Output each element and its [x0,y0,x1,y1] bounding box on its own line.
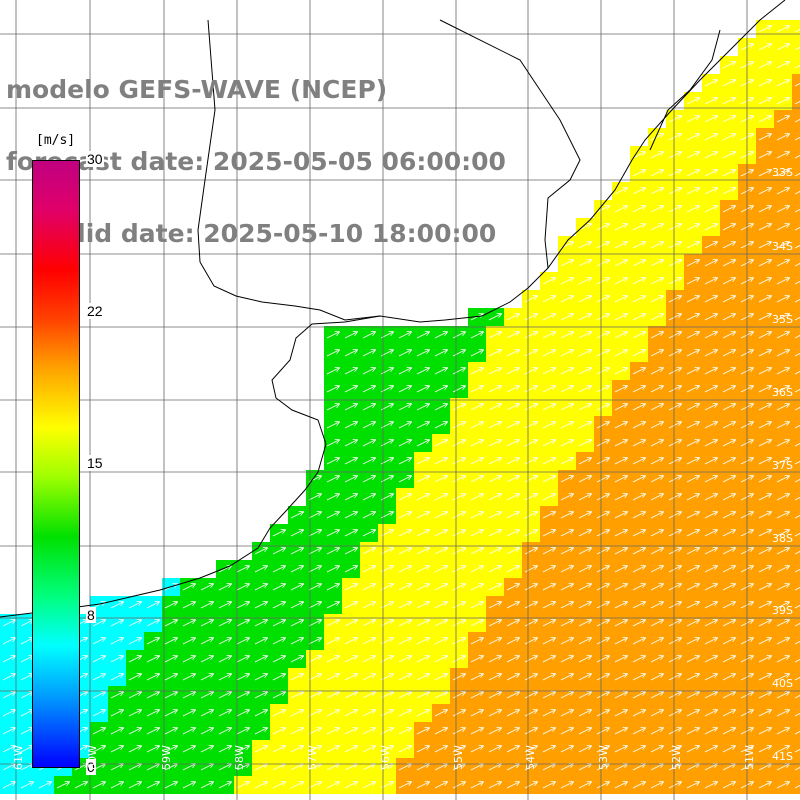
wind-cell [792,542,800,560]
lat-label-39s: 39S [772,604,793,617]
wind-cell [792,560,800,578]
lon-label-61w: 61W [12,745,25,770]
title-model: modelo GEFS-WAVE (NCEP) [6,75,388,104]
wind-cell [792,758,800,776]
wind-cell [792,326,800,344]
lat-label-34s: 34S [772,240,793,253]
wind-cell [792,128,800,146]
wind-cell [792,452,800,470]
wind-cell [792,20,800,38]
wind-cell [792,776,800,794]
wind-cell [792,218,800,236]
wind-cell [792,38,800,56]
wind-cell [792,92,800,110]
wind-cell [792,488,800,506]
wind-cell [792,470,800,488]
wind-cell [792,56,800,74]
wind-cell [792,650,800,668]
wind-cell [792,686,800,704]
lat-label-40s: 40S [772,677,793,690]
wind-cell [792,254,800,272]
lon-label-57w: 57W [306,745,319,770]
wind-cell [792,398,800,416]
title-valid-date: valid date: 2025-05-10 18:00:00 [44,219,497,248]
wind-cell [792,416,800,434]
wind-cell [792,308,800,326]
colorbar-unit: [m/s] [34,133,78,148]
wind-cell [792,524,800,542]
river-plate-north-coast [199,261,381,321]
wind-cell [792,596,800,614]
wind-cell [792,434,800,452]
lat-label-38s: 38S [772,532,793,545]
colorbar-tick-22: 22 [86,303,104,319]
lat-label-41s: 41S [772,750,793,763]
lat-label-35s: 35S [772,313,793,326]
wind-cell [792,236,800,254]
colorbar-tick-15: 15 [86,455,104,471]
lon-label-52w: 52W [670,745,683,770]
wind-cell [792,110,800,128]
wind-cell [792,632,800,650]
lon-label-58w: 58W [233,745,246,770]
colorbar-tick-30: 30 [86,151,104,167]
lon-label-59w: 59W [160,745,173,770]
wind-cell [792,146,800,164]
lat-label-37s: 37S [772,459,793,472]
lat-label-33s: 33S [772,166,793,179]
lon-label-56w: 56W [379,745,392,770]
title-forecast-date: forecast date: 2025-05-05 06:00:00 [6,147,506,176]
map-title: modelo GEFS-WAVE (NCEP) forecast date: 2… [6,30,506,270]
wind-cell [792,290,800,308]
wind-cell [792,182,800,200]
wind-cell [792,614,800,632]
wind-cell [792,272,800,290]
wind-cell [792,344,800,362]
lon-label-53w: 53W [597,745,610,770]
wind-cell [792,362,800,380]
wind-cell [792,740,800,758]
lat-label-36s: 36S [772,386,793,399]
wind-cell [792,164,800,182]
wind-cell [792,506,800,524]
lon-label-54w: 54W [524,745,537,770]
lon-label-60w: 60W [86,745,99,770]
lon-label-55w: 55W [452,745,465,770]
wind-cell [792,668,800,686]
lon-label-51w: 51W [743,745,756,770]
wind-cell [792,200,800,218]
wind-cell [792,74,800,92]
colorbar-tick-8: 8 [86,607,96,623]
wind-cell [792,380,800,398]
colorbar [32,160,80,768]
wind-cell [792,722,800,740]
wind-cell [792,704,800,722]
wind-cell [792,578,800,596]
